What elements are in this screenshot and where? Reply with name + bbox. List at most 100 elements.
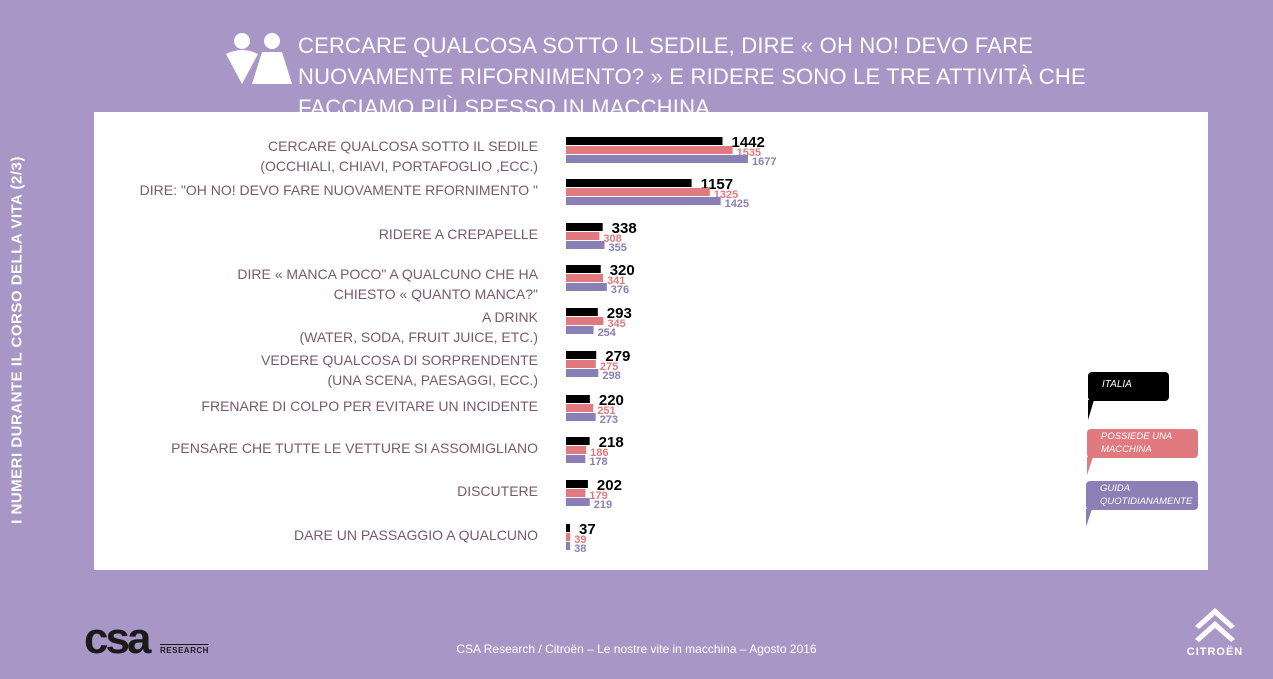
value-label: 39 bbox=[574, 534, 586, 546]
category-label-line: (OCCHIALI, CHIAVI, PORTAFOGLIO ,ECC.) bbox=[260, 158, 538, 174]
citroen-logo: CITROËN bbox=[1180, 604, 1250, 660]
bar-possiede bbox=[566, 533, 571, 541]
bar-guida bbox=[566, 155, 748, 163]
bar-guida bbox=[566, 542, 571, 550]
category-label: DISCUTERE bbox=[457, 481, 538, 501]
category-label: DIRE: "OH NO! DEVO FARE NUOVAMENTE RFORN… bbox=[140, 180, 538, 200]
category-label: DARE UN PASSAGGIO A QUALCUNO bbox=[294, 525, 538, 545]
category-label-line: (WATER, SODA, FRUIT JUICE, ETC.) bbox=[299, 329, 538, 345]
value-label: 186 bbox=[590, 447, 608, 459]
bar-italia bbox=[566, 308, 598, 316]
bar-italia bbox=[566, 137, 723, 145]
category-label: DIRE « MANCA POCO" A QUALCUNO CHE HA CHIE… bbox=[237, 264, 538, 304]
bar-guida bbox=[566, 283, 607, 291]
category-label: PENSARE CHE TUTTE LE VETTURE SI ASSOMIGL… bbox=[171, 438, 538, 458]
category-label: RIDERE A CREPAPELLE bbox=[379, 224, 538, 244]
bar-italia bbox=[566, 480, 588, 488]
category-label-line: PENSARE CHE TUTTE LE VETTURE SI ASSOMIGL… bbox=[171, 440, 538, 456]
bar-possiede bbox=[566, 360, 596, 368]
bar-guida bbox=[566, 197, 721, 205]
bar-italia bbox=[566, 395, 590, 403]
citroen-chevrons-icon bbox=[1195, 608, 1235, 642]
bar-chart: 1442153516771157132514253383083553203413… bbox=[566, 134, 776, 555]
bar-italia bbox=[566, 179, 692, 187]
value-label: 251 bbox=[597, 405, 615, 417]
bar-guida bbox=[566, 498, 590, 506]
bar-possiede bbox=[566, 489, 586, 497]
category-label-line: FRENARE DI COLPO PER EVITARE UN INCIDENT… bbox=[201, 398, 538, 414]
bar-possiede bbox=[566, 188, 710, 196]
value-label: 178 bbox=[589, 456, 607, 468]
value-label: 254 bbox=[598, 327, 617, 339]
bar-possiede bbox=[566, 317, 604, 325]
category-label-line: RIDERE A CREPAPELLE bbox=[378, 226, 538, 242]
value-label: 308 bbox=[603, 233, 621, 245]
category-label-line: DIRE: "OH NO! DEVO FARE NUOVAMENTE RFORN… bbox=[139, 182, 538, 198]
bar-possiede bbox=[566, 274, 604, 282]
category-label-line: (UNA SCENA, PAESAGGI, ECC.) bbox=[327, 372, 538, 388]
value-label: 37 bbox=[579, 521, 596, 538]
csa-logo: csa RESEARCH bbox=[84, 614, 209, 663]
bar-possiede bbox=[566, 146, 733, 154]
legend-possiede-tail bbox=[1087, 457, 1099, 475]
bar-italia bbox=[566, 437, 590, 445]
category-label-line: DIRE « MANCA POCO" A QUALCUNO CHE HA bbox=[237, 266, 538, 282]
value-label: 1425 bbox=[725, 198, 749, 210]
value-label: 320 bbox=[610, 262, 635, 279]
side-title: I NUMERI DURANTE IL CORSO DELLA VITA (2/… bbox=[0, 0, 34, 679]
csa-logo-subtitle: RESEARCH bbox=[160, 644, 209, 655]
category-label: FRENARE DI COLPO PER EVITARE UN INCIDENT… bbox=[201, 396, 538, 416]
value-label: 218 bbox=[599, 434, 624, 451]
category-label-line: DISCUTERE bbox=[457, 483, 538, 499]
legend-guida-label: GUIDA QUOTIDIANAMENTE bbox=[1100, 483, 1193, 507]
value-label: 341 bbox=[607, 275, 625, 287]
value-label: 279 bbox=[605, 348, 630, 365]
footer-credit: CSA Research / Citroën – Le nostre vite … bbox=[456, 642, 817, 656]
category-label-line: DARE UN PASSAGGIO A QUALCUNO bbox=[293, 527, 538, 543]
bar-guida bbox=[566, 455, 586, 463]
value-label: 338 bbox=[612, 220, 637, 237]
legend-guida-tail bbox=[1086, 509, 1098, 527]
side-title-text: I NUMERI DURANTE IL CORSO DELLA VITA (2/… bbox=[8, 156, 26, 524]
value-label: 298 bbox=[602, 370, 620, 382]
bar-possiede bbox=[566, 232, 600, 240]
value-label: 1442 bbox=[731, 134, 764, 151]
bar-italia bbox=[566, 524, 571, 532]
bar-guida bbox=[566, 369, 599, 377]
citroen-wordmark: CITROËN bbox=[1186, 646, 1244, 658]
headline: CERCARE QUALCOSA SOTTO IL SEDILE, DIRE «… bbox=[298, 33, 1086, 120]
csa-logo-text: csa bbox=[84, 614, 151, 663]
legend-italia-label: ITALIA bbox=[1102, 379, 1132, 390]
value-label: 275 bbox=[600, 361, 618, 373]
bar-italia bbox=[566, 265, 601, 273]
value-label: 38 bbox=[574, 543, 586, 555]
value-label: 376 bbox=[611, 284, 629, 296]
legend-italia: ITALIA bbox=[1088, 372, 1169, 401]
value-label: 293 bbox=[607, 305, 632, 322]
category-label: VEDERE QUALCOSA DI SORPRENDENTE (UNA SCEN… bbox=[261, 350, 538, 390]
bar-guida bbox=[566, 413, 596, 421]
legend-possiede-label: POSSIEDE UNA MACCHINA bbox=[1101, 431, 1172, 455]
legend-italia-tail bbox=[1088, 400, 1100, 420]
value-label: 1677 bbox=[752, 156, 776, 168]
value-label: 273 bbox=[600, 414, 618, 426]
category-label-line: VEDERE QUALCOSA DI SORPRENDENTE bbox=[261, 352, 538, 368]
value-label: 220 bbox=[599, 392, 624, 409]
value-label: 219 bbox=[594, 499, 612, 511]
bar-guida bbox=[566, 326, 594, 334]
bar-italia bbox=[566, 351, 597, 359]
category-label: A DRINK (WATER, SODA, FRUIT JUICE, ETC.) bbox=[299, 307, 538, 347]
people-icon bbox=[226, 33, 292, 84]
bar-guida bbox=[566, 241, 605, 249]
value-label: 355 bbox=[609, 242, 627, 254]
category-label-line: CERCARE QUALCOSA SOTTO IL SEDILE bbox=[268, 138, 538, 154]
bar-possiede bbox=[566, 446, 587, 454]
legend-possiede: POSSIEDE UNA MACCHINA bbox=[1087, 429, 1198, 458]
value-label: 202 bbox=[597, 477, 622, 494]
value-label: 179 bbox=[589, 490, 607, 502]
legend-guida: GUIDA QUOTIDIANAMENTE bbox=[1086, 481, 1198, 510]
value-label: 345 bbox=[607, 318, 625, 330]
chart-panel: CERCARE QUALCOSA SOTTO IL SEDILE (OCCHIAL… bbox=[94, 112, 1208, 570]
category-label: CERCARE QUALCOSA SOTTO IL SEDILE (OCCHIAL… bbox=[260, 136, 538, 176]
category-label-line: CHIESTO « QUANTO MANCA?" bbox=[333, 286, 538, 302]
